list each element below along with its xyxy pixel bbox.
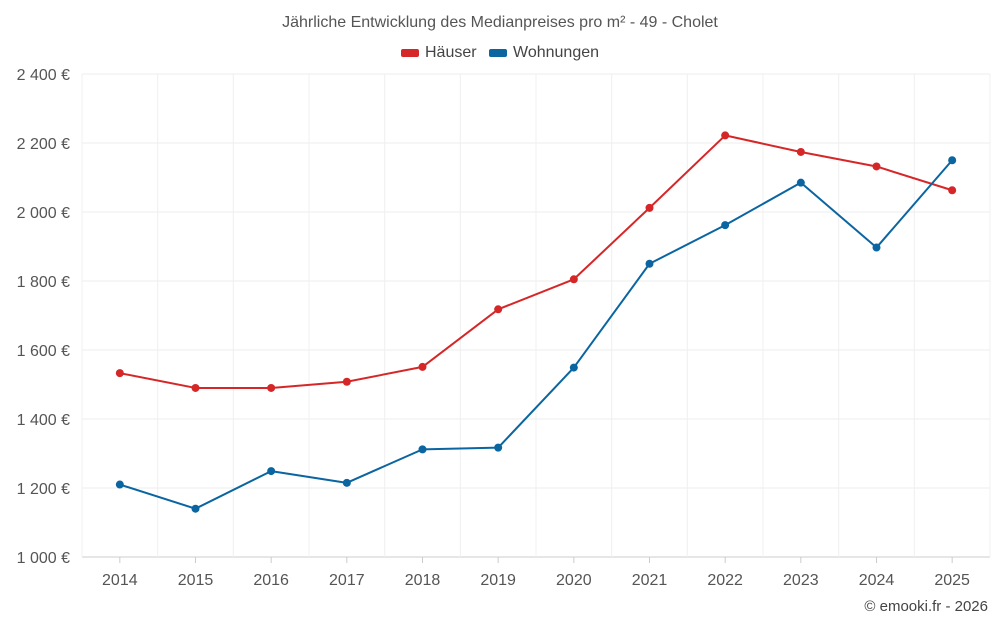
y-tick-label: 1 400 €: [17, 412, 70, 429]
series-line-wohnungen: [119, 159, 953, 510]
legend-item-wohnungen[interactable]: Wohnungen: [489, 44, 599, 62]
x-tick-label: 2025: [934, 572, 970, 589]
data-point-haeuser: [115, 369, 124, 378]
legend: Häuser Wohnungen: [0, 44, 1000, 62]
legend-swatch-haeuser: [400, 49, 419, 57]
data-point-wohnungen: [569, 363, 578, 372]
data-point-haeuser: [645, 203, 654, 212]
x-tick-label: 2024: [859, 572, 895, 589]
data-point-haeuser: [872, 162, 881, 171]
data-point-wohnungen: [342, 478, 351, 487]
data-point-haeuser: [342, 377, 351, 386]
data-point-haeuser: [796, 147, 805, 156]
x-tick-label: 2023: [783, 572, 819, 589]
data-point-wohnungen: [494, 443, 503, 452]
data-point-haeuser: [494, 305, 503, 314]
legend-label-wohnungen: Wohnungen: [513, 44, 600, 61]
data-point-haeuser: [267, 383, 276, 392]
x-tick-label: 2017: [329, 572, 365, 589]
data-point-haeuser: [721, 131, 730, 140]
data-point-wohnungen: [115, 480, 124, 489]
data-point-wohnungen: [796, 178, 805, 187]
data-point-haeuser: [191, 383, 200, 392]
y-tick-label: 1 800 €: [17, 274, 70, 291]
data-point-wohnungen: [645, 259, 654, 268]
x-tick-label: 2014: [102, 572, 138, 589]
y-tick-label: 2 200 €: [17, 136, 70, 153]
y-tick-label: 1 600 €: [17, 343, 70, 360]
x-tick-label: 2020: [556, 572, 592, 589]
x-tick-label: 2015: [178, 572, 214, 589]
data-point-wohnungen: [872, 243, 881, 252]
data-point-wohnungen: [948, 156, 957, 165]
data-point-wohnungen: [721, 221, 730, 230]
y-tick-label: 1 000 €: [17, 550, 70, 567]
x-tick-label: 2021: [632, 572, 668, 589]
series-line-haeuser: [119, 134, 953, 389]
chart-title: Jährliche Entwicklung des Medianpreises …: [282, 14, 718, 31]
x-tick-label: 2016: [253, 572, 289, 589]
data-point-haeuser: [418, 362, 427, 371]
data-point-wohnungen: [191, 504, 200, 513]
data-point-haeuser: [569, 275, 578, 284]
data-point-wohnungen: [418, 445, 427, 454]
data-point-haeuser: [948, 186, 957, 195]
x-tick-label: 2019: [480, 572, 516, 589]
credit-text: © emooki.fr - 2026: [864, 598, 988, 615]
legend-swatch-wohnungen: [489, 49, 508, 57]
y-tick-label: 1 200 €: [17, 481, 70, 498]
y-tick-label: 2 400 €: [17, 67, 70, 84]
legend-label-haeuser: Häuser: [424, 44, 477, 61]
x-tick-label: 2022: [707, 572, 743, 589]
x-tick-label: 2018: [405, 572, 441, 589]
y-tick-label: 2 000 €: [17, 205, 70, 222]
legend-item-haeuser[interactable]: Häuser: [400, 44, 477, 62]
data-point-wohnungen: [267, 467, 276, 476]
